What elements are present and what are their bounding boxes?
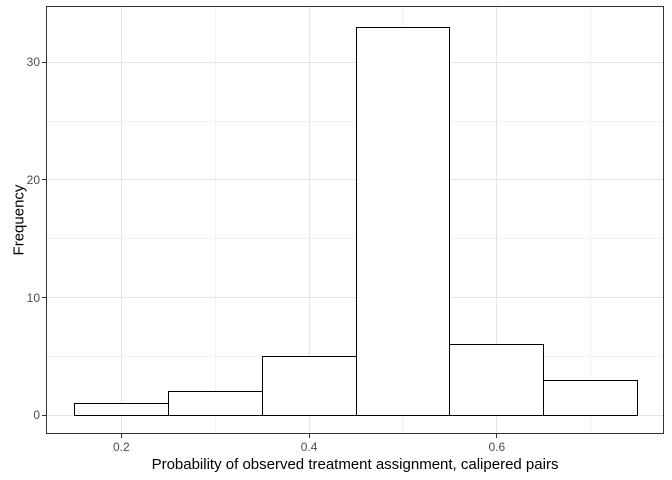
y-major-gridline <box>47 61 663 63</box>
y-minor-gridline <box>47 120 663 122</box>
x-tick-label: 0.4 <box>300 440 318 454</box>
y-tick <box>42 61 46 63</box>
x-tick <box>496 434 498 438</box>
plot-panel <box>46 6 664 434</box>
x-minor-gridline <box>214 7 216 433</box>
histogram-bar <box>543 379 639 416</box>
y-major-gridline <box>47 297 663 299</box>
histogram-bar <box>73 403 169 416</box>
x-axis-title: Probability of observed treatment assign… <box>151 456 559 473</box>
histogram-bar <box>355 26 451 416</box>
histogram-bar <box>449 344 545 416</box>
y-axis-title: Frequency <box>10 184 28 256</box>
x-tick <box>308 434 310 438</box>
x-tick <box>120 434 122 438</box>
x-tick-label: 0.6 <box>488 440 506 454</box>
x-tick-label: 0.2 <box>113 440 130 454</box>
x-major-gridline <box>308 7 310 433</box>
y-tick-label: 20 <box>26 172 40 187</box>
y-tick-label: 0 <box>33 408 40 423</box>
x-major-gridline <box>120 7 122 433</box>
y-tick-label: 30 <box>26 55 40 70</box>
x-minor-gridline <box>590 7 592 433</box>
y-tick-label: 10 <box>26 290 40 305</box>
plot-area <box>47 7 663 433</box>
histogram-bar <box>261 356 357 416</box>
x-major-gridline <box>496 7 498 433</box>
y-tick <box>42 414 46 416</box>
histogram-bar <box>167 391 263 416</box>
y-major-gridline <box>47 179 663 181</box>
y-tick <box>42 297 46 299</box>
y-tick <box>42 179 46 181</box>
y-minor-gridline <box>47 238 663 240</box>
